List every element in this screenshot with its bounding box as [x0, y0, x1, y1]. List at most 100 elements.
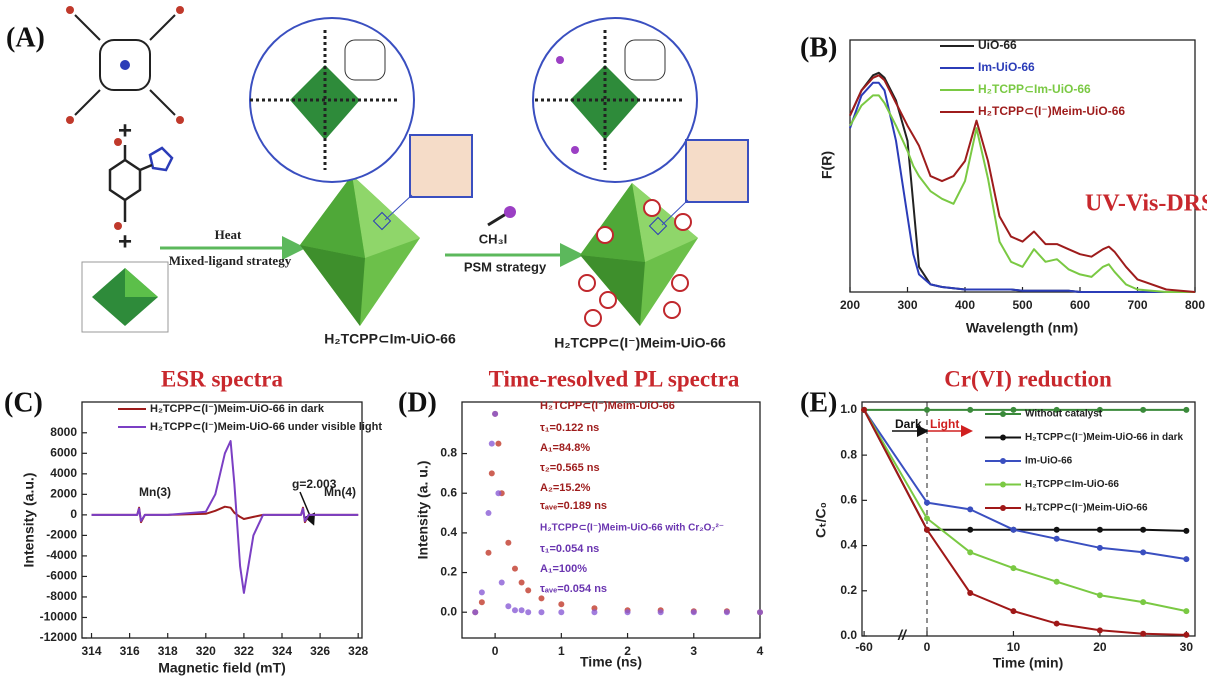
data-point — [1183, 631, 1190, 638]
annotation: τ₂=0.565 ns — [540, 462, 600, 474]
y-axis-label: Intensity (a. u.) — [415, 461, 431, 560]
data-point — [478, 589, 485, 596]
data-point — [924, 499, 930, 506]
data-point — [1053, 578, 1060, 585]
data-point — [505, 603, 512, 610]
data-point — [1096, 544, 1103, 551]
y-tick-label: -2000 — [46, 528, 77, 542]
data-point — [492, 410, 499, 417]
legend-label: H₂TCPP⊂(I⁻)Meim-UiO-66 in dark — [1025, 432, 1184, 443]
x-tick-label: 328 — [348, 644, 368, 658]
legend-label: Im-UiO-66 — [978, 60, 1035, 74]
x-tick-label: 326 — [310, 644, 330, 658]
data-point — [495, 490, 502, 497]
x-tick-label: 500 — [1012, 298, 1032, 312]
reagent — [504, 206, 516, 218]
arrow-label: PSM strategy — [464, 259, 547, 274]
panel-letter: (C) — [4, 387, 43, 418]
chart-title: Cr(VI) reduction — [944, 366, 1112, 391]
x-tick-label: 324 — [272, 644, 292, 658]
legend-label: H₂TCPP⊂Im-UiO-66 — [978, 82, 1091, 96]
x-tick-label: 322 — [234, 644, 254, 658]
data-point — [1010, 608, 1017, 615]
x-tick-label: 4 — [757, 644, 764, 658]
octahedron — [580, 183, 698, 326]
data-point — [485, 549, 492, 556]
data-point — [924, 406, 930, 413]
data-point — [967, 549, 974, 556]
panel-letter: (E) — [800, 387, 837, 418]
porphyrin — [66, 6, 184, 124]
y-tick-label: 0.6 — [440, 485, 457, 499]
x-tick-label: 0 — [924, 640, 931, 654]
legend-marker — [1000, 411, 1006, 417]
data-point — [1183, 527, 1190, 534]
data-point — [861, 406, 868, 413]
legend-label: H₂TCPP⊂(I⁻)Meim-UiO-66 under visible lig… — [150, 421, 382, 433]
connector — [661, 199, 689, 226]
data-point — [488, 470, 495, 477]
reagent — [487, 212, 507, 227]
data-point — [624, 609, 631, 616]
y-axis-label: Cₜ/C₀ — [813, 502, 829, 538]
product-label: H₂TCPP⊂Im-UiO-66 — [324, 331, 456, 347]
y-tick-label: 0.4 — [840, 538, 857, 552]
y-tick-label: 0.6 — [840, 493, 857, 507]
product-label: H₂TCPP⊂(I⁻)Meim-UiO-66 — [554, 335, 726, 351]
plot-frame — [849, 39, 1196, 293]
x-tick-label: 0 — [492, 644, 499, 658]
annotation: τ₁=0.054 ns — [540, 543, 599, 555]
data-point — [1096, 406, 1103, 413]
plot-frame — [861, 401, 1196, 637]
y-tick-label: 4000 — [50, 466, 77, 480]
data-point — [1140, 406, 1147, 413]
data-point — [558, 601, 565, 608]
legend-marker — [1000, 505, 1006, 511]
data-point — [1183, 556, 1190, 563]
y-tick-label: 8000 — [50, 425, 77, 439]
panel-letter: (D) — [398, 387, 437, 418]
data-point — [472, 609, 479, 616]
data-point — [1140, 526, 1147, 533]
x-tick-label: -60 — [855, 640, 873, 654]
y-tick-label: -4000 — [46, 548, 77, 562]
data-point — [1053, 406, 1060, 413]
data-point — [511, 607, 518, 614]
data-point — [967, 590, 974, 597]
x-tick-label: 20 — [1093, 640, 1107, 654]
legend-label: H₂TCPP⊂Im-UiO-66 — [1025, 479, 1119, 490]
chart-title: Time-resolved PL spectra — [489, 366, 740, 391]
annotation: τₐᵥₑ=0.189 ns — [540, 500, 607, 512]
g-arrow — [299, 491, 316, 526]
y-tick-label: 0.8 — [840, 447, 857, 461]
axis-break: // — [897, 627, 908, 643]
data-point — [924, 515, 930, 522]
data-point — [967, 506, 974, 513]
x-axis-label: Time (ns) — [580, 654, 642, 670]
panel-letter: (B) — [800, 32, 837, 63]
x-tick-label: 700 — [1127, 298, 1147, 312]
data-point — [525, 609, 532, 616]
y-tick-label: -6000 — [46, 569, 77, 583]
lattice — [685, 139, 749, 203]
data-point — [495, 440, 502, 447]
legend-marker — [1000, 458, 1006, 464]
panel-letter: (A) — [6, 22, 45, 53]
series-line — [863, 409, 1187, 532]
x-tick-label: 320 — [196, 644, 216, 658]
y-tick-label: 0.8 — [440, 446, 457, 460]
data-point — [1053, 535, 1060, 542]
legend-label: H₂TCPP⊂(I⁻)Meim-UiO-66 — [978, 104, 1125, 118]
octahedron — [300, 175, 420, 326]
data-point — [924, 526, 930, 533]
y-tick-label: 6000 — [50, 445, 77, 459]
x-tick-label: 200 — [840, 298, 860, 312]
arrow-label: Heat — [215, 227, 242, 242]
x-tick-label: 800 — [1185, 298, 1205, 312]
annotation: Mn(4) — [324, 485, 356, 499]
annotation: UV-Vis-DRS — [1085, 191, 1207, 217]
data-point — [591, 609, 598, 616]
legend-marker — [1000, 434, 1006, 441]
data-point — [657, 609, 664, 616]
